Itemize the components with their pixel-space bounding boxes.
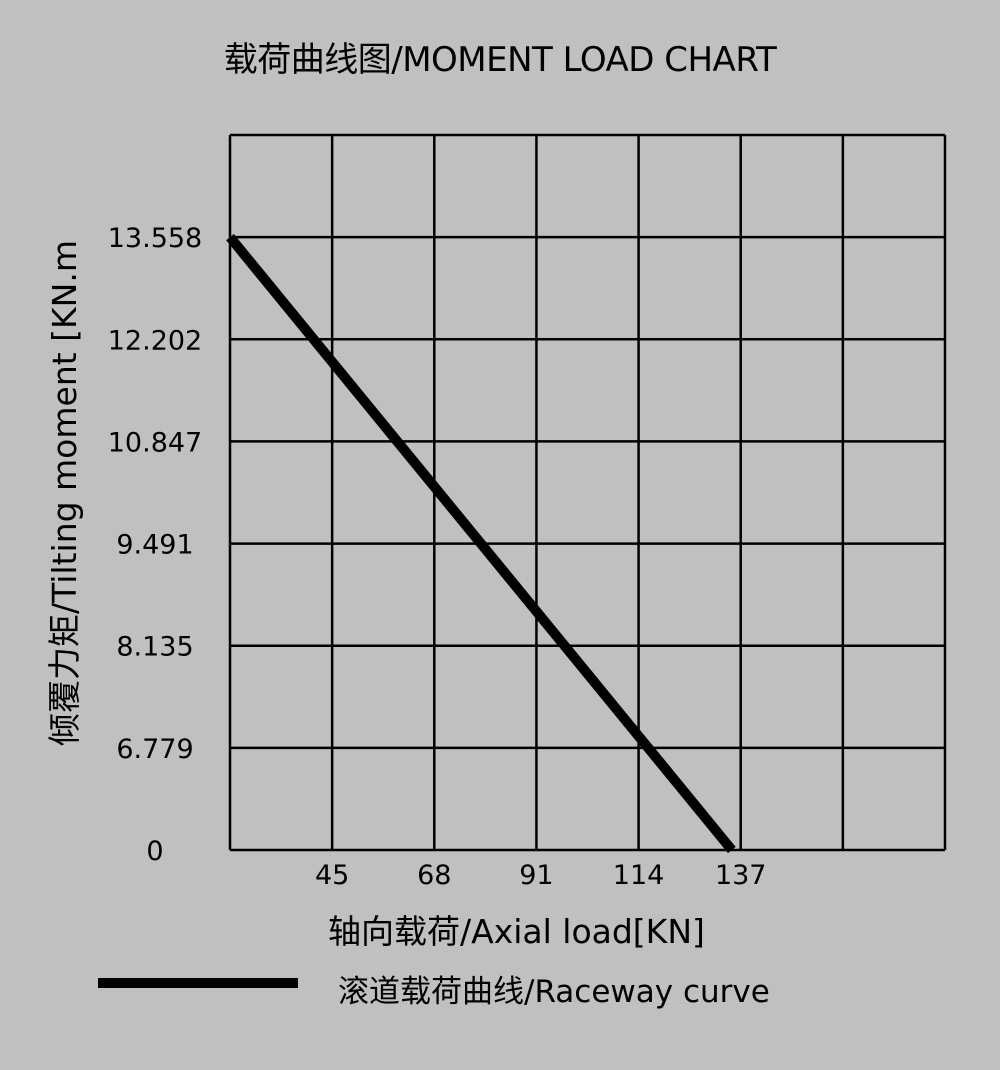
series-line-raceway-curve bbox=[226, 233, 736, 854]
y-axis-label: 倾覆力矩/Tilting moment [KN.m bbox=[45, 239, 84, 747]
legend-swatch bbox=[98, 978, 298, 988]
x-tick-label: 45 bbox=[315, 860, 349, 891]
x-tick-label: 68 bbox=[417, 860, 451, 891]
x-tick-label: 114 bbox=[613, 860, 665, 891]
x-axis-label: 轴向载荷/Axial load[KN] bbox=[328, 912, 705, 951]
y-tick-label: 6.779 bbox=[116, 734, 193, 765]
y-tick-label: 9.491 bbox=[116, 530, 193, 561]
y-tick-label: 0 bbox=[146, 836, 163, 867]
x-tick-label: 91 bbox=[519, 860, 553, 891]
y-tick-label: 12.202 bbox=[108, 325, 202, 356]
x-tick-label: 137 bbox=[715, 860, 767, 891]
y-tick-label: 13.558 bbox=[108, 223, 202, 254]
y-tick-label: 10.847 bbox=[108, 427, 202, 458]
legend-label: 滚道载荷曲线/Raceway curve bbox=[338, 974, 770, 1010]
y-tick-label: 8.135 bbox=[116, 632, 193, 663]
chart-title: 载荷曲线图/MOMENT LOAD CHART bbox=[223, 40, 777, 80]
